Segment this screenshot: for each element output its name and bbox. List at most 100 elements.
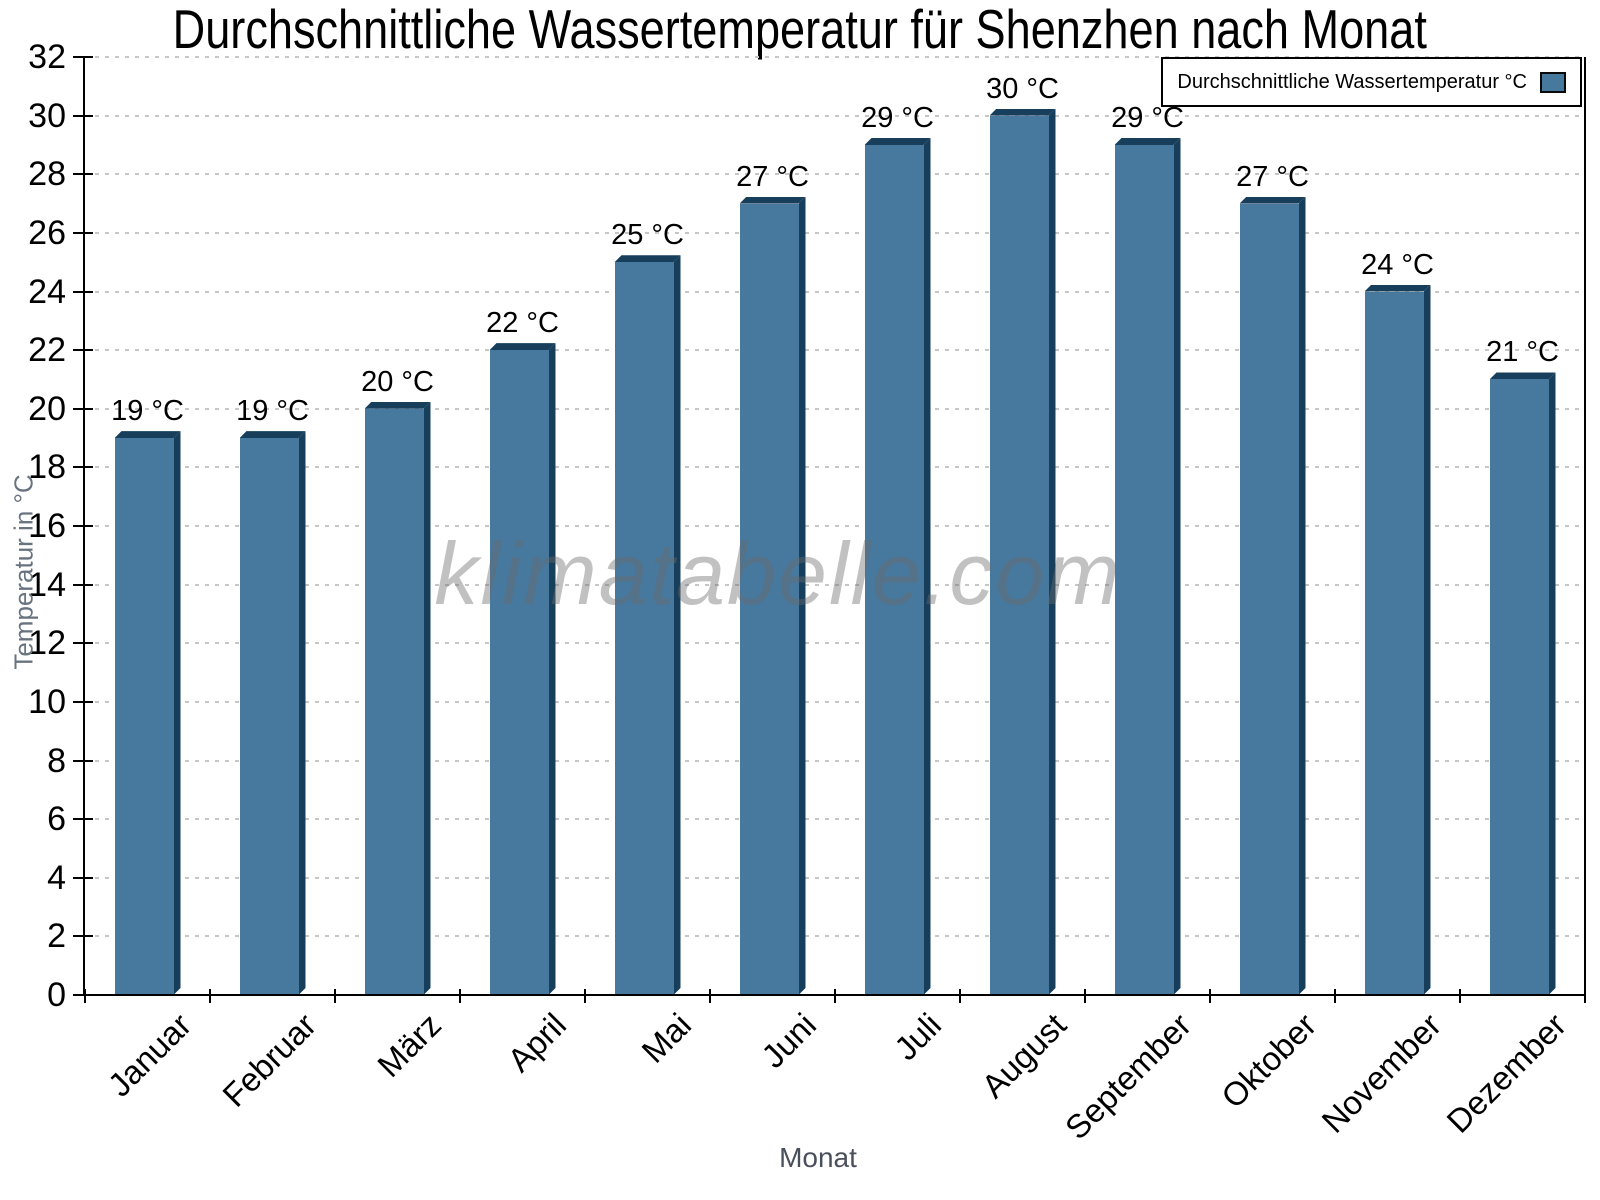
bar-face: [239, 438, 299, 995]
x-axis-title: Monat: [779, 1142, 857, 1173]
bar-value-label: 29 °C: [1111, 101, 1184, 134]
bar-top-shade: [740, 197, 806, 204]
chart-title: Durchschnittliche Wassertemperatur für S…: [172, 0, 1428, 60]
bar-right-shade: [174, 431, 181, 995]
chart-title-row: Durchschnittliche Wassertemperatur für S…: [0, 0, 1600, 57]
bar-face: [364, 408, 424, 995]
bar-right-shade: [674, 255, 681, 995]
y-tick: [73, 466, 93, 469]
bar-face: [989, 115, 1049, 995]
bar-face: [489, 350, 549, 995]
bar-top-shade: [1115, 138, 1181, 145]
bar: [739, 197, 806, 995]
bar-top-shade: [990, 109, 1056, 116]
y-tick-label: 14: [28, 565, 66, 604]
x-tick: [709, 989, 711, 1003]
bar-right-shade: [549, 343, 556, 995]
bar-value-label: 27 °C: [1236, 160, 1309, 193]
y-tick-label: 2: [47, 917, 66, 956]
gridline: [85, 642, 1584, 645]
legend-swatch-icon: [1540, 71, 1566, 93]
bar-value-label: 24 °C: [1361, 248, 1434, 281]
x-tick: [1334, 989, 1336, 1003]
y-axis-title: Temperatur in °C: [8, 474, 39, 670]
y-tick-label: 4: [47, 858, 66, 897]
y-tick: [73, 56, 93, 58]
y-tick: [73, 290, 93, 293]
y-tick: [73, 231, 93, 234]
bar-value-label: 22 °C: [486, 307, 559, 340]
x-tick: [209, 989, 211, 1003]
x-tick: [834, 989, 836, 1003]
bar-value-label: 20 °C: [361, 365, 434, 398]
gridline: [85, 583, 1584, 586]
gridline: [85, 349, 1584, 352]
gridline: [85, 407, 1584, 410]
bar-right-shade: [299, 431, 306, 995]
bar-top-shade: [1240, 197, 1306, 204]
y-tick: [73, 114, 93, 117]
y-tick: [73, 583, 93, 586]
bar: [864, 138, 931, 995]
bar-top-shade: [865, 138, 931, 145]
bar-right-shade: [924, 138, 931, 995]
legend-label: Durchschnittliche Wassertemperatur °C: [1177, 70, 1527, 93]
bar: [364, 402, 431, 995]
y-tick-label: 10: [28, 682, 66, 721]
gridline: [85, 759, 1584, 762]
bar: [1239, 197, 1306, 995]
y-tick-label: 18: [28, 448, 66, 487]
y-tick-label: 28: [28, 155, 66, 194]
x-tick: [334, 989, 336, 1003]
x-tick: [959, 989, 961, 1003]
y-tick-label: 22: [28, 331, 66, 370]
bar-right-shade: [1549, 372, 1556, 995]
y-tick: [73, 700, 93, 703]
bar: [1114, 138, 1181, 995]
bar-face: [864, 144, 924, 995]
bar-top-shade: [1490, 372, 1556, 379]
y-tick: [73, 759, 93, 762]
y-tick-label: 20: [28, 389, 66, 428]
x-tick: [1084, 989, 1086, 1003]
y-tick-label: 6: [47, 800, 66, 839]
x-tick: [84, 989, 86, 1003]
y-tick-label: 30: [28, 96, 66, 135]
gridline: [85, 231, 1584, 234]
gridline: [85, 876, 1584, 879]
gridline: [85, 700, 1584, 703]
bar: [1364, 285, 1431, 996]
bar-right-shade: [1424, 285, 1431, 996]
y-tick: [73, 642, 93, 645]
gridline: [85, 818, 1584, 821]
x-tick: [1459, 989, 1461, 1003]
y-tick: [73, 935, 93, 938]
x-tick: [1584, 989, 1586, 1003]
y-tick-label: 32: [28, 38, 66, 76]
y-tick: [73, 994, 93, 996]
bar-value-label: 25 °C: [611, 219, 684, 252]
bar-right-shade: [1174, 138, 1181, 995]
bar-top-shade: [490, 343, 556, 350]
bar-face: [1239, 203, 1299, 995]
bar: [1489, 372, 1556, 995]
y-tick: [73, 173, 93, 176]
y-tick: [73, 818, 93, 821]
bar: [114, 431, 181, 995]
y-tick: [73, 876, 93, 879]
bar-value-label: 21 °C: [1486, 336, 1559, 369]
bar-face: [1489, 379, 1549, 995]
y-tick: [73, 525, 93, 527]
bar-value-label: 29 °C: [861, 101, 934, 134]
gridline: [85, 935, 1584, 938]
bar-top-shade: [115, 431, 181, 438]
bar-value-label: 19 °C: [236, 395, 309, 428]
bar: [489, 343, 556, 995]
bar-value-label: 27 °C: [736, 160, 809, 193]
bar-value-label: 30 °C: [986, 72, 1059, 105]
bar: [989, 109, 1056, 995]
bar-right-shade: [424, 402, 431, 995]
bar-top-shade: [365, 402, 431, 409]
bar-right-shade: [1049, 109, 1056, 995]
